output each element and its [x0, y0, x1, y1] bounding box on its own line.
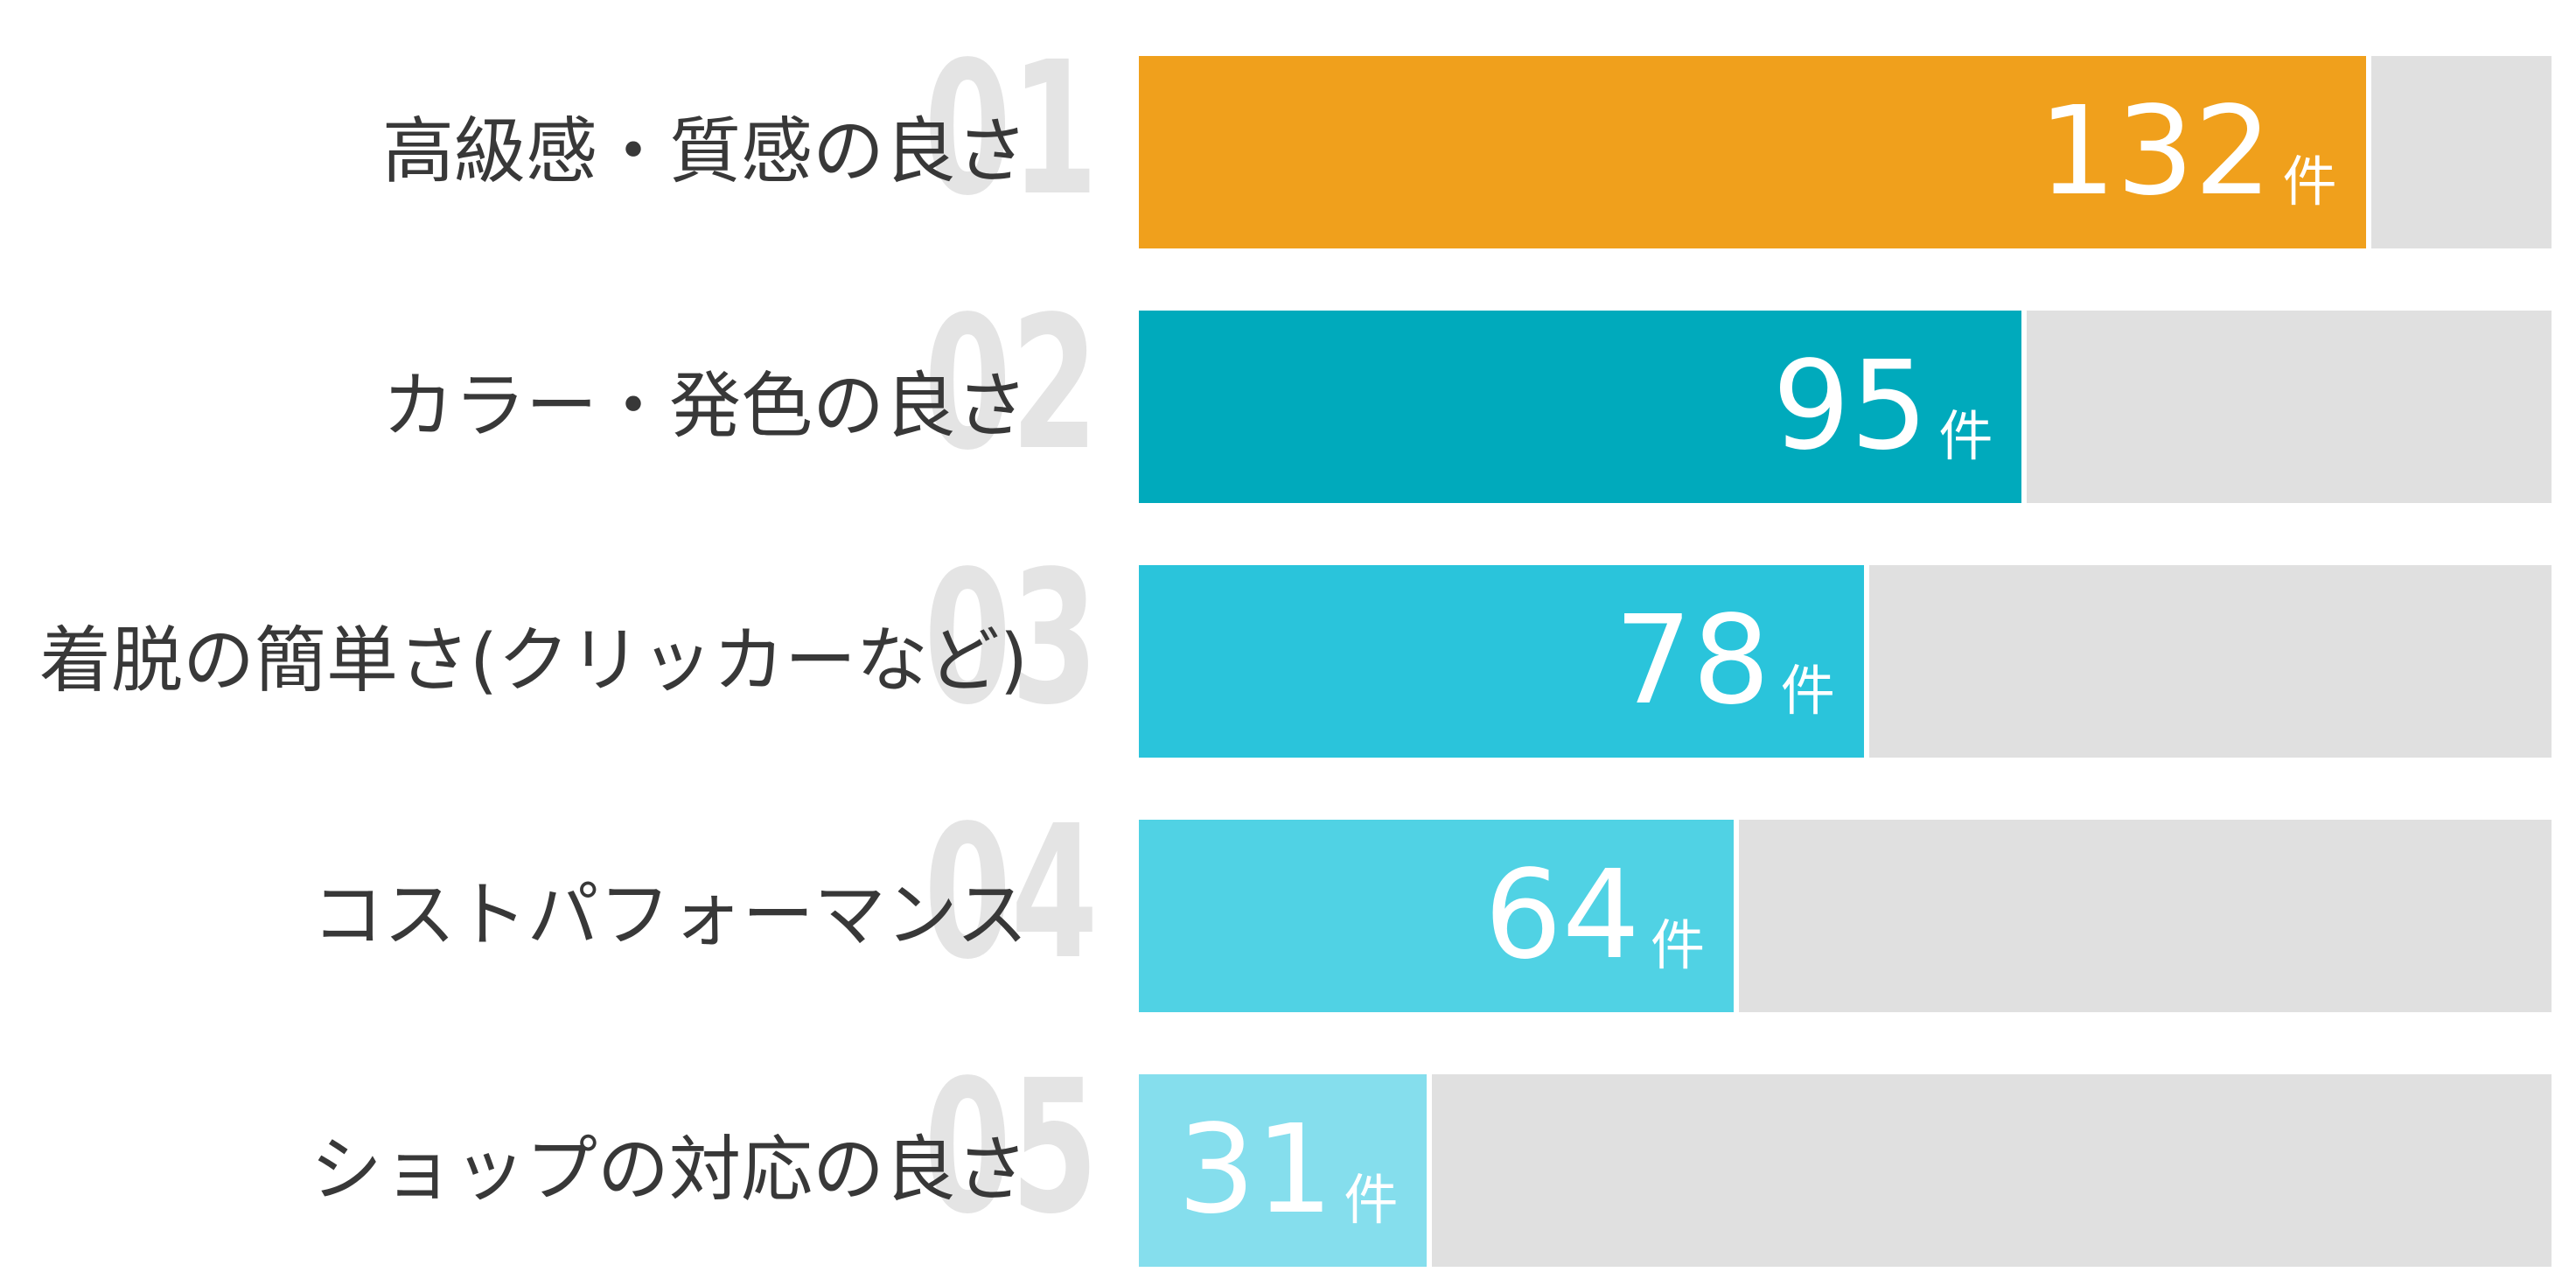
bar-track: 64 件	[1139, 820, 2552, 1012]
chart-row: 01 高級感・質感の良さ 132 件	[0, 38, 2552, 248]
value-number: 132	[2038, 80, 2272, 223]
category-label: 高級感・質感の良さ	[381, 109, 1028, 193]
category-label: ショップの対応の良さ	[310, 1128, 1028, 1212]
rank-number: 03	[924, 531, 1098, 745]
category-cell: 02 カラー・発色の良さ	[0, 292, 1139, 503]
rank-number: 01	[924, 22, 1098, 236]
chart-row: 03 着脱の簡単さ(クリッカーなど) 78 件	[0, 547, 2552, 758]
rank-number: 05	[924, 1040, 1098, 1255]
value-number: 31	[1177, 1099, 1334, 1241]
category-label: カラー・発色の良さ	[381, 364, 1028, 448]
value-bar: 78 件	[1139, 565, 1869, 758]
category-cell: 03 着脱の簡単さ(クリッカーなど)	[0, 547, 1139, 758]
value-text: 78 件	[1615, 600, 1864, 723]
bar-track: 78 件	[1139, 565, 2552, 758]
chart-row: 02 カラー・発色の良さ 95 件	[0, 292, 2552, 503]
value-text: 132 件	[2038, 91, 2365, 213]
value-number: 95	[1772, 335, 1929, 478]
value-unit: 件	[1780, 659, 1835, 723]
bar-track: 132 件	[1139, 56, 2552, 248]
value-unit: 件	[1650, 913, 1705, 977]
value-unit: 件	[1938, 404, 1993, 468]
value-text: 64 件	[1484, 855, 1734, 977]
chart-row: 04 コストパフォーマンス 64 件	[0, 801, 2552, 1012]
value-number: 64	[1483, 844, 1640, 987]
value-bar: 132 件	[1139, 56, 2371, 248]
category-cell: 05 ショップの対応の良さ	[0, 1056, 1139, 1267]
bar-track: 31 件	[1139, 1074, 2552, 1267]
category-label: 着脱の簡単さ(クリッカーなど)	[39, 619, 1028, 702]
value-bar: 95 件	[1139, 311, 2028, 503]
value-number: 78	[1614, 590, 1770, 732]
category-cell: 01 高級感・質感の良さ	[0, 38, 1139, 248]
value-text: 95 件	[1772, 346, 2021, 468]
value-unit: 件	[2282, 150, 2337, 213]
category-cell: 04 コストパフォーマンス	[0, 801, 1139, 1012]
value-bar: 64 件	[1139, 820, 1739, 1012]
category-label: コストパフォーマンス	[311, 873, 1028, 957]
value-bar: 31 件	[1139, 1074, 1433, 1267]
rank-number: 02	[924, 276, 1098, 491]
chart-row: 05 ショップの対応の良さ 31 件	[0, 1056, 2552, 1267]
ranking-bar-chart: 01 高級感・質感の良さ 132 件 02 カラー・発色の良さ 95 件 03	[0, 38, 2552, 1267]
bar-track: 95 件	[1139, 311, 2552, 503]
value-text: 31 件	[1177, 1109, 1427, 1232]
rank-number: 04	[924, 786, 1098, 1000]
value-unit: 件	[1344, 1168, 1399, 1232]
